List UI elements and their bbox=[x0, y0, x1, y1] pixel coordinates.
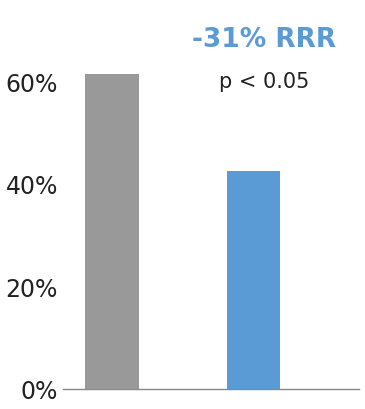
Bar bbox=[85, 74, 139, 389]
Text: p < 0.05: p < 0.05 bbox=[219, 72, 310, 92]
Text: -31% RRR: -31% RRR bbox=[192, 27, 337, 53]
Bar bbox=[227, 172, 280, 389]
